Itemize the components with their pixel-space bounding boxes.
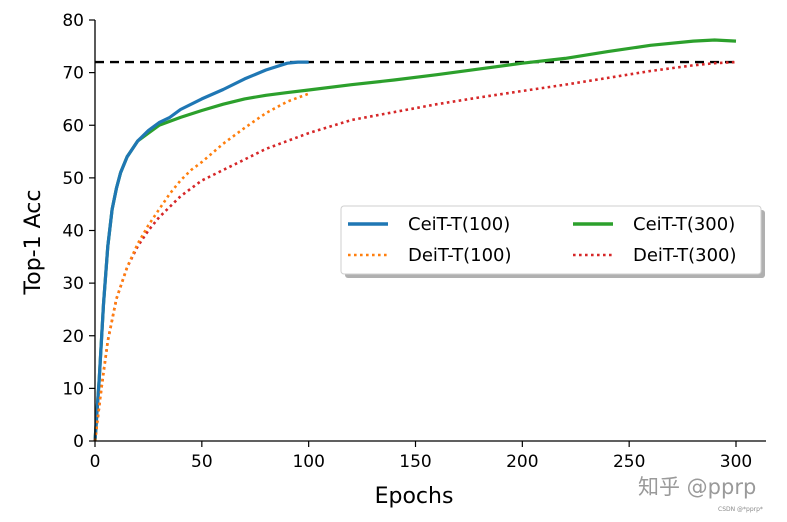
legend-label: DeiT-T(300)	[633, 245, 737, 266]
y-tick-label: 40	[62, 222, 84, 242]
x-axis-label: Epochs	[375, 484, 454, 509]
legend-label: CeiT-T(300)	[633, 214, 735, 235]
y-tick-label: 0	[73, 432, 84, 452]
y-tick-label: 70	[62, 64, 84, 84]
legend-box	[340, 205, 762, 275]
y-axis-label: Top-1 Acc	[21, 190, 46, 296]
x-tick-label: 200	[506, 452, 538, 472]
x-tick-label: 100	[292, 452, 324, 472]
x-tick-label: 50	[191, 452, 213, 472]
y-tick-label: 80	[62, 11, 84, 31]
y-tick-label: 20	[62, 327, 84, 347]
series-line-3	[93, 60, 737, 442]
y-tick-label: 50	[62, 169, 84, 189]
legend-label: CeiT-T(100)	[408, 214, 510, 235]
x-tick-label: 300	[720, 452, 752, 472]
y-tick-label: 10	[62, 379, 84, 399]
x-tick-label: 150	[399, 452, 431, 472]
legend-label: DeiT-T(100)	[408, 245, 512, 266]
y-tick-label: 30	[62, 274, 84, 294]
watermark-zhihu: 知乎 @pprp	[638, 475, 756, 499]
y-tick-label: 60	[62, 116, 84, 136]
series-line-0	[93, 60, 309, 442]
x-tick-label: 0	[90, 452, 101, 472]
series-line-1	[93, 92, 310, 442]
x-tick-label: 250	[613, 452, 645, 472]
watermark-csdn: CSDN @*pprp*	[718, 506, 763, 513]
